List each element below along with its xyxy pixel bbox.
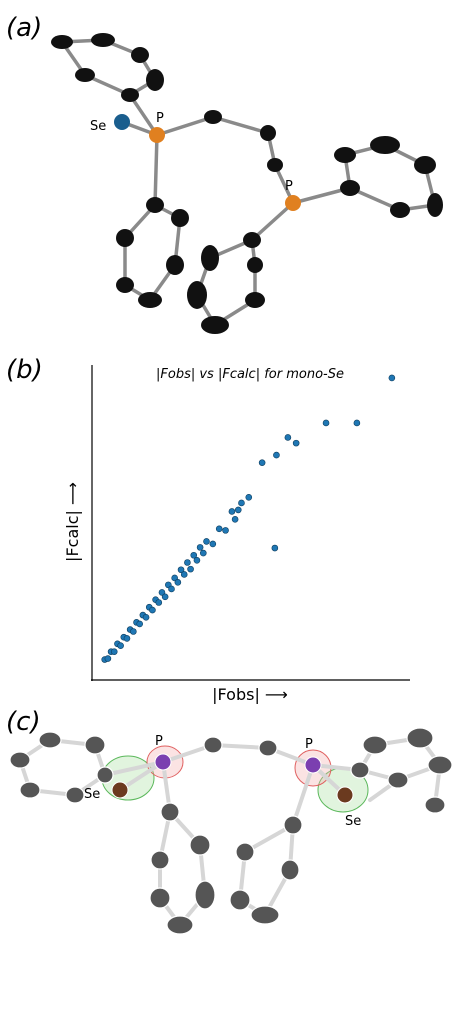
point [209, 540, 217, 548]
point [142, 614, 150, 621]
point [184, 559, 191, 566]
panel-label: (c) [6, 707, 41, 737]
chart-title: |Fobs| vs |Fcalc| for mono-Se [156, 367, 344, 382]
point [136, 620, 143, 628]
scatter-plot: |Fobs| vs |Fcalc| for mono-Se |Fobs| ⟶ |… [63, 365, 410, 704]
point [196, 544, 204, 551]
point [203, 538, 210, 545]
point [222, 527, 229, 534]
atom-label: P [156, 111, 164, 126]
point [155, 599, 163, 606]
point [158, 589, 166, 596]
molecule-a [51, 33, 443, 334]
point [231, 516, 239, 523]
point [180, 571, 188, 578]
y-axis-label: |Fcalc| ⟶ [63, 482, 82, 562]
x-axis-label: |Fobs| ⟶ [212, 685, 288, 704]
point [388, 374, 396, 382]
point [123, 635, 131, 642]
point [238, 499, 245, 507]
point [353, 419, 361, 427]
point [284, 434, 292, 441]
point [177, 566, 185, 574]
point [130, 628, 137, 635]
point [193, 556, 201, 564]
point [171, 574, 178, 582]
point [322, 419, 330, 427]
point [271, 544, 279, 552]
atom-label: Se [90, 119, 106, 134]
point [174, 579, 182, 586]
point [187, 565, 194, 573]
atom-label: P [305, 737, 313, 752]
atom-label: Se [345, 814, 361, 829]
point [234, 506, 242, 514]
point [110, 648, 118, 655]
point [215, 525, 223, 533]
point [258, 459, 266, 466]
point [228, 508, 236, 515]
point [273, 451, 280, 459]
point [200, 549, 207, 557]
molecule-c [9, 727, 453, 935]
point [149, 606, 156, 614]
point [104, 655, 112, 662]
point [161, 593, 169, 601]
panel-label: (a) [6, 13, 42, 43]
atom-label: P [155, 734, 163, 749]
point [168, 585, 175, 593]
point [190, 551, 198, 559]
atom-label: P [285, 179, 293, 194]
atom-label: Se [84, 787, 100, 802]
point [117, 642, 124, 649]
panel-label: (b) [6, 355, 43, 385]
point [245, 493, 253, 501]
point [292, 439, 300, 447]
